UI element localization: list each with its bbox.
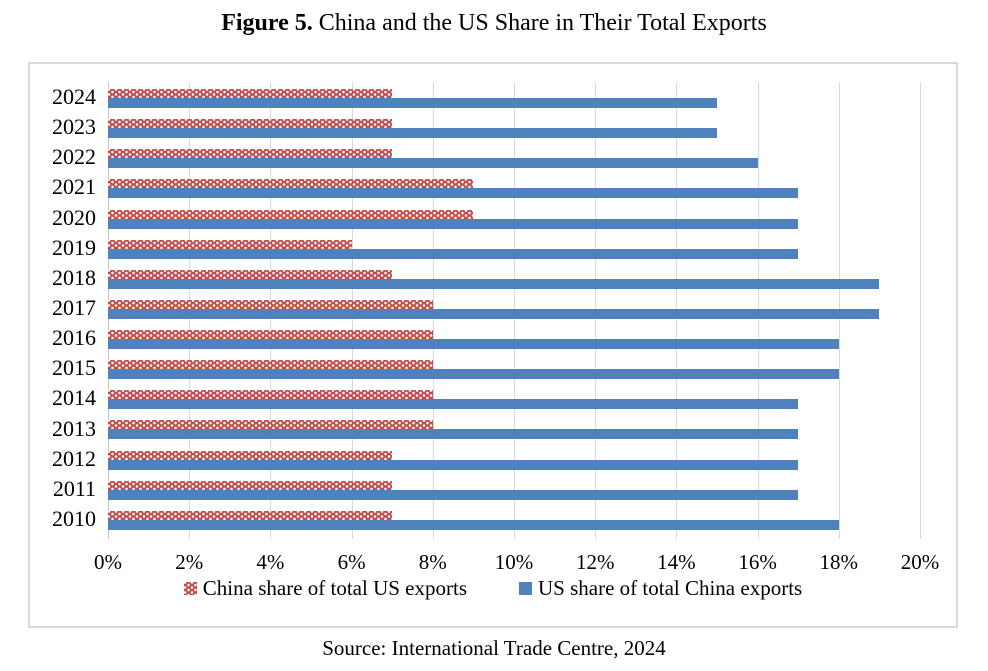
x-tick-label: 4% (256, 550, 285, 574)
bar-us-share-of-total-china-exports (108, 489, 799, 500)
bar-us-share-of-total-china-exports (108, 369, 839, 380)
figure-title: Figure 5. China and the US Share in Thei… (0, 8, 988, 38)
bar-us-share-of-total-china-exports (108, 519, 839, 530)
bar-us-share-of-total-china-exports (108, 158, 758, 169)
legend-swatch-icon (183, 582, 197, 595)
legend-swatch-icon (519, 582, 532, 595)
bar-us-share-of-total-china-exports (108, 128, 717, 139)
x-tick-label: 16% (738, 550, 777, 574)
x-tick-label: 18% (819, 550, 859, 574)
bar-us-share-of-total-china-exports (108, 248, 799, 259)
chart-row: 2018 (52, 263, 920, 293)
gridline (920, 82, 921, 539)
bar-us-share-of-total-china-exports (108, 98, 717, 108)
chart-row: 2010 (52, 504, 920, 534)
plot-area: 2024 2023 2022 2021 2020 2019 2018 2017 2016 2015… (52, 82, 921, 539)
source-note: Source: International Trade Centre, 2024 (322, 636, 666, 660)
legend-item-china-share-of-total-us-exports: China share of total US exports (183, 576, 467, 601)
bar-us-share-of-total-china-exports (108, 459, 799, 470)
chart-row: 2011 (53, 474, 920, 504)
x-tick-label: 0% (94, 550, 122, 574)
legend-label: China share of total US exports (202, 576, 467, 600)
x-tick-label: 14% (657, 550, 696, 574)
chart-area: 2024 2023 2022 2021 2020 2019 2018 2017 2016 2015… (28, 62, 958, 628)
x-tick-label: 8% (418, 550, 447, 574)
category-label: 2020 (52, 204, 96, 230)
x-tick-label: 10% (494, 550, 534, 574)
category-label: 2018 (52, 264, 96, 290)
bar-us-share-of-total-china-exports (108, 188, 799, 199)
category-label: 2011 (52, 475, 96, 501)
bar-us-share-of-total-china-exports (108, 339, 839, 350)
bar-china-share-of-total-us-exports (108, 179, 474, 189)
category-label: 2010 (52, 505, 96, 531)
legend-item-us-share-of-total-china-exports: US share of total China exports (519, 576, 802, 601)
legend: China share of total US exports US share … (30, 576, 956, 601)
bar-china-share-of-total-us-exports (108, 89, 393, 98)
bar-china-share-of-total-us-exports (108, 269, 393, 279)
category-label: 2014 (52, 385, 96, 411)
bar-china-share-of-total-us-exports (108, 239, 352, 249)
bar-china-share-of-total-us-exports (108, 480, 393, 490)
x-tick-label: 2% (175, 550, 204, 574)
x-tick-label: 20% (900, 550, 940, 574)
chart-row: 2013 (52, 413, 920, 443)
bar-china-share-of-total-us-exports (108, 119, 393, 129)
category-label: 2019 (52, 234, 96, 260)
chart-row: 2016 (52, 323, 920, 353)
category-label: 2021 (52, 174, 96, 200)
category-label: 2016 (52, 325, 96, 351)
figure-title-text: China and the US Share in Their Total Ex… (318, 10, 767, 36)
category-label: 2015 (52, 355, 96, 381)
bar-us-share-of-total-china-exports (108, 308, 880, 319)
chart-row: 2019 (52, 233, 920, 263)
category-label: 2017 (52, 294, 96, 320)
chart-row: 2024 (52, 82, 920, 112)
bar-china-share-of-total-us-exports (108, 330, 433, 340)
category-label: 2024 (52, 84, 96, 110)
bar-china-share-of-total-us-exports (108, 149, 393, 159)
chart-row: 2023 (52, 112, 920, 142)
bar-china-share-of-total-us-exports (108, 299, 433, 309)
chart-row: 2022 (52, 142, 920, 172)
category-label: 2022 (52, 144, 96, 170)
chart-row: 2017 (52, 293, 920, 323)
bar-china-share-of-total-us-exports (108, 510, 393, 520)
chart-row: 2014 (52, 383, 920, 413)
bar-china-share-of-total-us-exports (108, 209, 474, 219)
category-label: 2013 (52, 415, 96, 441)
bar-us-share-of-total-china-exports (108, 218, 799, 229)
bar-china-share-of-total-us-exports (108, 390, 433, 400)
bar-us-share-of-total-china-exports (108, 399, 799, 410)
x-tick-label: 6% (337, 550, 366, 574)
bar-china-share-of-total-us-exports (108, 420, 433, 430)
x-tick-label: 12% (575, 550, 615, 574)
figure-number-label: Figure 5. (221, 10, 313, 36)
bar-us-share-of-total-china-exports (108, 278, 880, 289)
bar-china-share-of-total-us-exports (108, 450, 393, 460)
chart-row: 2020 (52, 203, 920, 233)
bar-china-share-of-total-us-exports (108, 360, 433, 370)
legend-label: US share of total China exports (538, 576, 803, 600)
category-label: 2023 (52, 114, 96, 140)
x-axis: 0% 2% 4% 6% 8% 10% 12% 14% 16% 18% 20% (94, 550, 939, 576)
chart-row: 2015 (52, 353, 920, 383)
bar-us-share-of-total-china-exports (108, 429, 799, 440)
category-label: 2012 (52, 445, 96, 471)
chart-row: 2021 (52, 172, 920, 202)
chart-row: 2012 (52, 444, 920, 474)
